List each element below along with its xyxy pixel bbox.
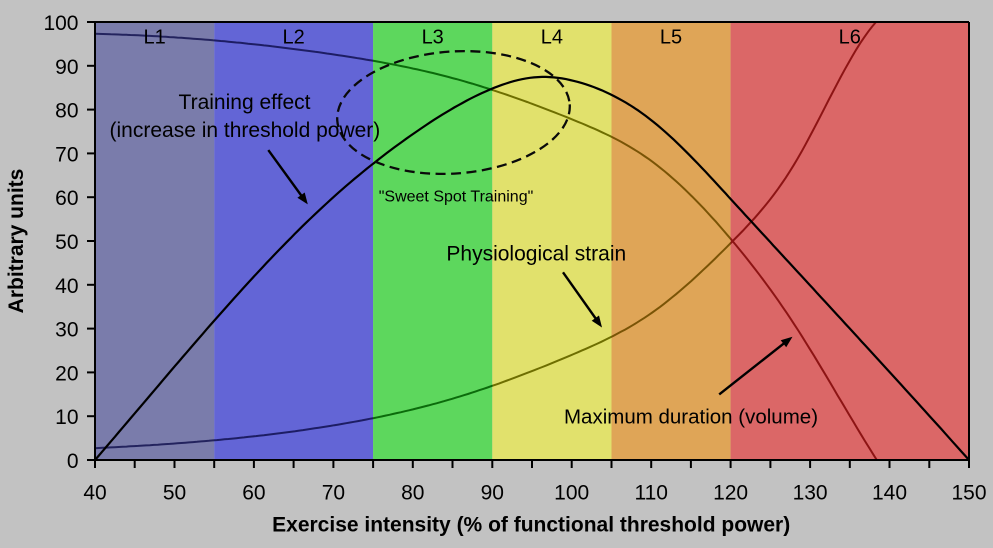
svg-text:70: 70: [322, 482, 345, 505]
svg-text:0: 0: [67, 450, 79, 473]
svg-text:80: 80: [401, 482, 424, 505]
svg-text:120: 120: [713, 482, 748, 505]
svg-text:100: 100: [43, 12, 78, 35]
svg-text:(increase in threshold power): (increase in threshold power): [110, 119, 381, 142]
svg-text:150: 150: [951, 482, 986, 505]
svg-text:L3: L3: [422, 27, 444, 49]
svg-text:110: 110: [634, 482, 667, 505]
svg-text:50: 50: [163, 482, 186, 505]
svg-text:L5: L5: [660, 27, 682, 49]
svg-text:40: 40: [55, 275, 78, 298]
svg-text:"Sweet Spot Training": "Sweet Spot Training": [379, 189, 534, 206]
svg-text:10: 10: [55, 406, 78, 429]
svg-text:100: 100: [554, 482, 589, 505]
svg-text:L2: L2: [282, 27, 304, 49]
svg-text:L1: L1: [143, 27, 165, 49]
svg-text:140: 140: [872, 482, 907, 505]
svg-text:40: 40: [83, 482, 106, 505]
svg-text:60: 60: [55, 187, 78, 210]
svg-text:Maximum duration (volume): Maximum duration (volume): [564, 406, 818, 429]
svg-text:Physiological strain: Physiological strain: [446, 243, 626, 266]
svg-text:50: 50: [55, 231, 78, 254]
svg-text:130: 130: [793, 482, 828, 505]
svg-text:60: 60: [242, 482, 265, 505]
svg-text:Arbitrary units: Arbitrary units: [5, 169, 28, 314]
svg-text:Exercise intensity (% of funct: Exercise intensity (% of functional thre…: [272, 514, 790, 537]
svg-text:80: 80: [55, 100, 78, 123]
svg-text:90: 90: [55, 56, 78, 79]
svg-text:30: 30: [55, 319, 78, 342]
svg-text:20: 20: [55, 362, 78, 385]
svg-text:70: 70: [55, 143, 78, 166]
svg-text:L6: L6: [839, 27, 861, 49]
svg-text:Training effect: Training effect: [179, 91, 311, 114]
svg-text:L4: L4: [541, 27, 563, 49]
svg-text:90: 90: [481, 482, 504, 505]
